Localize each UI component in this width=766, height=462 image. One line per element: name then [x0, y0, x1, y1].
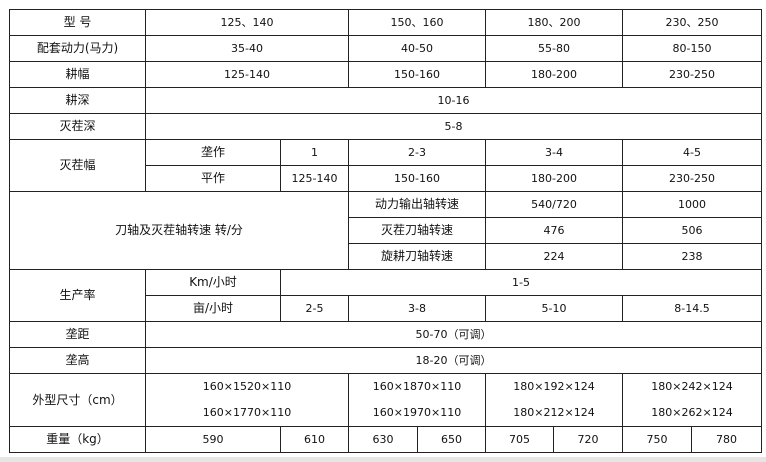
- pto-value: 540/720: [485, 191, 623, 218]
- row-tilling-width: 耕幅 125-140 150-160 180-200 230-250: [9, 61, 762, 88]
- model-label: 型 号: [9, 9, 146, 36]
- dimension-line: 180×262×124: [651, 406, 733, 419]
- ridge-value: 3-4: [485, 139, 623, 166]
- km-label: Km/小时: [145, 269, 281, 296]
- weight-value: 610: [280, 426, 349, 453]
- model-value: 125、140: [145, 9, 349, 36]
- flat-value: 180-200: [485, 165, 623, 192]
- row-stubble-width-ridge: 灭茬幅 垄作 1 2-3 3-4 4-5: [9, 139, 762, 192]
- dimensions-value: 180×192×124 180×212×124: [485, 373, 623, 427]
- ridge-value: 2-3: [348, 139, 486, 166]
- mu-label: 亩/小时: [145, 295, 281, 322]
- tilling-depth-label: 耕深: [9, 87, 146, 114]
- rotary-blade-value: 224: [485, 243, 623, 270]
- flat-value: 125-140: [280, 165, 349, 192]
- power-label: 配套动力(马力): [9, 35, 146, 62]
- weight-value: 650: [417, 426, 486, 453]
- dimensions-value: 160×1870×110 160×1970×110: [348, 373, 486, 427]
- row-ridge-height: 垄高 18-20（可调）: [9, 347, 762, 374]
- stubble-blade-value: 506: [622, 217, 762, 244]
- dimension-line: 160×1870×110: [372, 380, 462, 393]
- power-value: 35-40: [145, 35, 349, 62]
- row-tilling-depth: 耕深 10-16: [9, 87, 762, 114]
- power-value: 80-150: [622, 35, 762, 62]
- row-pto-speed: 刀轴及灭茬轴转速 转/分 动力输出轴转速 540/720 1000: [9, 191, 762, 270]
- power-value: 40-50: [348, 35, 486, 62]
- weight-value: 780: [691, 426, 762, 453]
- ridge-value: 1: [280, 139, 349, 166]
- stubble-depth-value: 5-8: [145, 113, 762, 140]
- row-model: 型 号 125、140 150、160 180、200 230、250: [9, 9, 762, 36]
- row-stubble-depth: 灭茬深 5-8: [9, 113, 762, 140]
- model-value: 150、160: [348, 9, 486, 36]
- shaft-speed-label: 刀轴及灭茬轴转速 转/分: [9, 191, 349, 270]
- flat-value: 230-250: [622, 165, 762, 192]
- weight-value: 590: [145, 426, 281, 453]
- productivity-label: 生产率: [9, 269, 146, 322]
- stubble-width-label: 灭茬幅: [9, 139, 146, 192]
- weight-value: 705: [485, 426, 554, 453]
- row-stubble-blade-speed: 灭茬刀轴转速 476 506: [10, 217, 762, 244]
- rotary-blade-label: 旋耕刀轴转速: [348, 243, 486, 270]
- mu-value: 8-14.5: [622, 295, 762, 322]
- row-ridge-spacing: 垄距 50-70（可调）: [9, 321, 762, 348]
- pto-value: 1000: [622, 191, 762, 218]
- tilling-width-value: 125-140: [145, 61, 349, 88]
- row-weight: 重量（kg） 590 610 630 650 705 720 750 780: [9, 426, 762, 453]
- ridge-height-value: 18-20（可调）: [145, 347, 762, 374]
- row-dimensions: 外型尺寸（cm） 160×1520×110 160×1770×110 160×1…: [9, 373, 762, 427]
- rotary-blade-value: 238: [622, 243, 762, 270]
- tilling-width-label: 耕幅: [9, 61, 146, 88]
- mu-value: 3-8: [348, 295, 486, 322]
- dimensions-value: 180×242×124 180×262×124: [622, 373, 762, 427]
- stubble-blade-value: 476: [485, 217, 623, 244]
- weight-label: 重量（kg）: [9, 426, 146, 453]
- mu-value: 5-10: [485, 295, 623, 322]
- weight-value: 630: [348, 426, 418, 453]
- spec-table: 型 号 125、140 150、160 180、200 230、250 配套动力…: [9, 9, 762, 453]
- pto-label: 动力输出轴转速: [348, 191, 486, 218]
- dimensions-label: 外型尺寸（cm）: [9, 373, 146, 427]
- bottom-divider: [0, 457, 766, 462]
- flat-label: 平作: [145, 165, 281, 192]
- dimension-line: 160×1770×110: [202, 406, 292, 419]
- row-rotary-blade-speed: 旋耕刀轴转速 224 238: [10, 243, 762, 270]
- stubble-blade-label: 灭茬刀轴转速: [348, 217, 486, 244]
- dimension-line: 180×242×124: [651, 380, 733, 393]
- row-power: 配套动力(马力) 35-40 40-50 55-80 80-150: [9, 35, 762, 62]
- ridge-label: 垄作: [145, 139, 281, 166]
- ridge-spacing-value: 50-70（可调）: [145, 321, 762, 348]
- stubble-depth-label: 灭茬深: [9, 113, 146, 140]
- ridge-value: 4-5: [622, 139, 762, 166]
- dimension-line: 180×212×124: [513, 406, 595, 419]
- model-value: 180、200: [485, 9, 623, 36]
- model-value: 230、250: [622, 9, 762, 36]
- power-value: 55-80: [485, 35, 623, 62]
- row-stubble-width-flat: 平作 125-140 150-160 180-200 230-250: [10, 165, 762, 192]
- tilling-width-value: 180-200: [485, 61, 623, 88]
- flat-value: 150-160: [348, 165, 486, 192]
- ridge-spacing-label: 垄距: [9, 321, 146, 348]
- row-productivity-km: 生产率 Km/小时 1-5: [9, 269, 762, 322]
- tilling-width-value: 230-250: [622, 61, 762, 88]
- tilling-width-value: 150-160: [348, 61, 486, 88]
- dimension-line: 160×1970×110: [372, 406, 462, 419]
- dimension-line: 180×192×124: [513, 380, 595, 393]
- dimensions-value: 160×1520×110 160×1770×110: [145, 373, 349, 427]
- weight-value: 720: [553, 426, 623, 453]
- mu-value: 2-5: [280, 295, 349, 322]
- weight-value: 750: [622, 426, 692, 453]
- ridge-height-label: 垄高: [9, 347, 146, 374]
- tilling-depth-value: 10-16: [145, 87, 762, 114]
- km-value: 1-5: [280, 269, 762, 296]
- dimension-line: 160×1520×110: [202, 380, 292, 393]
- row-productivity-mu: 亩/小时 2-5 3-8 5-10 8-14.5: [10, 295, 762, 322]
